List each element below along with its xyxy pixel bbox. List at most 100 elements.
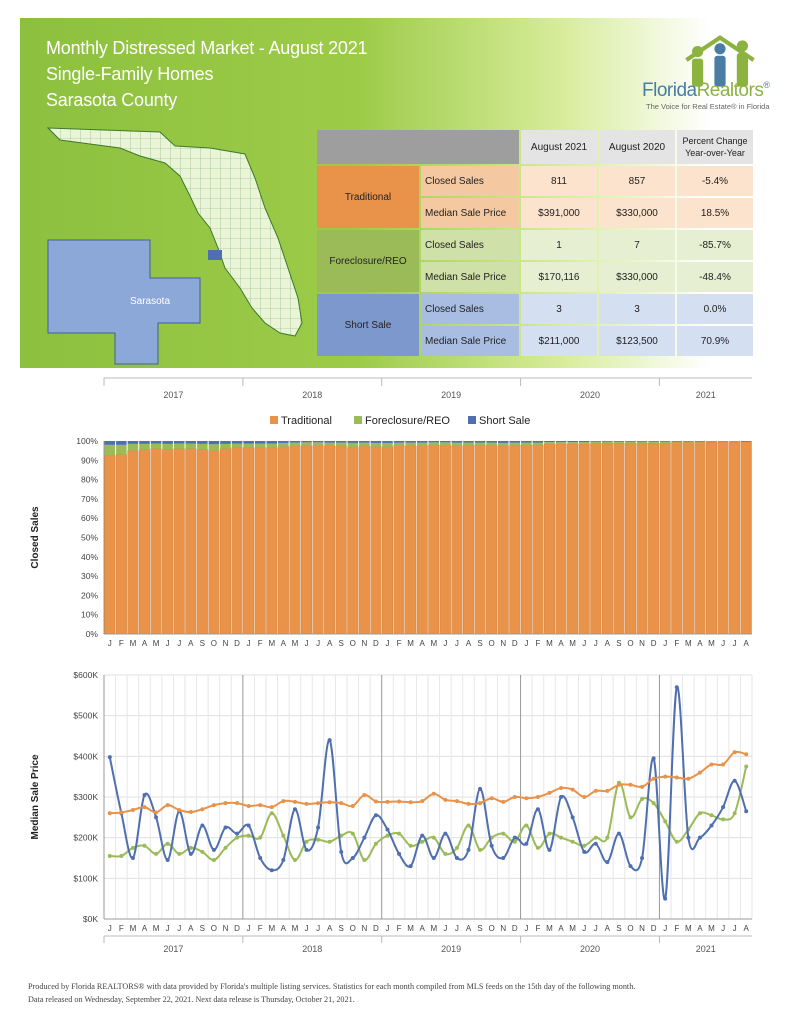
bar-segment	[197, 443, 208, 450]
table-cell: 70.9%	[677, 326, 753, 356]
bar-segment	[544, 443, 555, 635]
legend-entry: Foreclosure/REO	[365, 415, 450, 427]
y-tick-label: $500K	[73, 711, 98, 721]
x-tick-label: A	[558, 924, 564, 933]
y-tick-label: $600K	[73, 670, 98, 680]
bar-segment	[405, 441, 416, 443]
data-point	[709, 813, 714, 818]
legend-swatch	[468, 416, 476, 424]
x-tick-label: M	[708, 639, 715, 648]
table-row: Median Sale Price $170,116 $330,000 -48.…	[317, 262, 753, 292]
data-point	[616, 831, 621, 836]
bar-segment	[301, 441, 312, 443]
bar-segment	[312, 442, 324, 446]
data-point	[709, 762, 714, 767]
bar-segment	[520, 444, 532, 635]
sarasota-highlight	[208, 250, 222, 260]
year-label: 2020	[580, 390, 600, 400]
bar-segment	[717, 441, 729, 635]
data-point	[582, 843, 587, 848]
bar-segment	[567, 442, 578, 444]
x-tick-label: A	[697, 639, 703, 648]
data-point	[454, 799, 459, 804]
bar-segment	[127, 450, 139, 635]
y-tick-label: 0%	[86, 629, 99, 639]
data-point	[674, 839, 679, 844]
bar-segment	[208, 441, 220, 445]
x-tick-label: D	[512, 639, 518, 648]
x-tick-label: A	[327, 924, 333, 933]
bar-segment	[116, 444, 127, 455]
data-point	[235, 835, 240, 840]
bar-segment	[636, 442, 648, 635]
x-tick-label: D	[234, 639, 240, 648]
title-line-1: Monthly Distressed Market - August 2021	[46, 38, 368, 58]
table-cell: 3	[599, 294, 675, 324]
y-tick-label: 80%	[81, 475, 98, 485]
data-point	[385, 799, 390, 804]
bar-segment	[555, 441, 567, 443]
bar-segment	[104, 441, 116, 445]
y-tick-label: 60%	[81, 513, 98, 523]
x-tick-label: J	[316, 639, 320, 648]
data-point	[454, 856, 459, 860]
bar-segment	[196, 449, 208, 635]
x-tick-label: M	[546, 639, 553, 648]
x-tick-label: M	[569, 639, 576, 648]
data-point	[535, 845, 540, 850]
bar-segment	[428, 444, 440, 635]
data-point	[327, 839, 332, 844]
bar-segment	[474, 444, 486, 635]
bar-segment	[139, 441, 150, 444]
data-point	[547, 790, 552, 795]
data-point	[478, 847, 483, 852]
table-header-row: August 2021 August 2020 Percent Change Ye…	[317, 130, 753, 164]
col-header-pct-change: Percent Change Year-over-Year	[677, 130, 753, 164]
logo-reg-mark: ®	[763, 80, 770, 90]
bar-segment	[648, 441, 659, 443]
y-tick-label: 70%	[81, 494, 98, 504]
bar-segment	[463, 442, 474, 445]
data-point	[732, 778, 737, 783]
bar-segment	[370, 446, 382, 635]
data-point	[489, 843, 494, 848]
bar-segment	[590, 441, 602, 443]
bar-segment	[382, 446, 393, 635]
x-tick-label: J	[305, 639, 309, 648]
y-tick-label: 40%	[81, 552, 98, 562]
metric-label: Median Sale Price	[421, 198, 519, 228]
data-point	[316, 837, 321, 842]
year-axis-top: 2017 2018 2019 2020 2021	[103, 377, 752, 400]
data-point	[697, 835, 702, 840]
bar-segment	[335, 441, 347, 443]
table-cell: 857	[599, 166, 675, 196]
table-corner	[317, 130, 519, 164]
data-point	[524, 841, 529, 846]
bar-segment	[497, 445, 509, 635]
x-tick-label: A	[605, 639, 611, 648]
data-point	[535, 807, 540, 812]
data-point	[316, 825, 321, 830]
data-point	[593, 841, 598, 846]
table-cell: $330,000	[599, 262, 675, 292]
data-point	[385, 833, 390, 838]
x-tick-label: M	[130, 924, 137, 933]
data-point	[339, 849, 344, 854]
bar-segment	[463, 444, 474, 635]
data-point	[350, 803, 355, 808]
table-row: Foreclosure/REO Closed Sales 1 7 -85.7%	[317, 230, 753, 292]
sarasota-label: Sarasota	[130, 296, 170, 307]
data-point	[130, 856, 135, 860]
bar-segment	[370, 441, 382, 443]
data-point	[373, 799, 378, 804]
bar-segment	[266, 443, 278, 448]
x-tick-label: A	[605, 924, 611, 933]
data-point	[397, 831, 402, 836]
table-cell: 3	[521, 294, 597, 324]
data-point	[466, 847, 471, 852]
florida-realtors-logo-icon	[685, 35, 755, 87]
bar-segment	[521, 442, 532, 445]
y-axis-label: Median Sale Price	[30, 754, 41, 839]
data-point	[107, 755, 112, 760]
